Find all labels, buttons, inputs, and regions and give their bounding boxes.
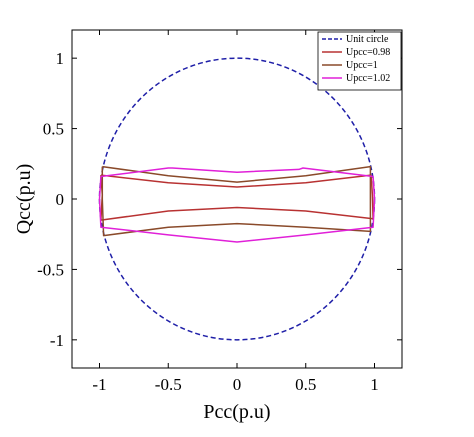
x-tick-label: 0 xyxy=(233,375,242,394)
series-layer xyxy=(98,57,376,341)
series-upcc-1-02 xyxy=(98,167,376,243)
x-axis-label: Pcc(p.u) xyxy=(203,401,270,423)
legend-entry: Upcc=1.02 xyxy=(346,73,390,84)
y-tick-label: 0.5 xyxy=(43,120,64,139)
legend-entry: Unit circle xyxy=(346,34,389,45)
legend-entry: Upcc=0.98 xyxy=(346,47,390,58)
legend-entry: Upcc=1 xyxy=(346,60,378,71)
series-upcc-1 xyxy=(101,165,372,237)
x-tick-label: 1 xyxy=(370,375,379,394)
legend-box xyxy=(317,31,402,91)
y-tick-label: 0 xyxy=(56,190,65,209)
x-tick-label: 0.5 xyxy=(295,375,316,394)
ticks-layer: -1 -0.5 0 0.5 1 -1 -0.5 0 0.5 1 xyxy=(37,30,402,394)
y-tick-label: 1 xyxy=(56,49,65,68)
y-tick-label: -1 xyxy=(50,331,64,350)
y-tick-label: -0.5 xyxy=(37,260,64,279)
legend: Unit circle Upcc=0.98 Upcc=1 Upcc=1.02 xyxy=(317,31,402,91)
x-tick-label: -1 xyxy=(92,375,106,394)
x-tick-label: -0.5 xyxy=(155,375,182,394)
y-axis-label: Qcc(p.u) xyxy=(13,164,35,235)
